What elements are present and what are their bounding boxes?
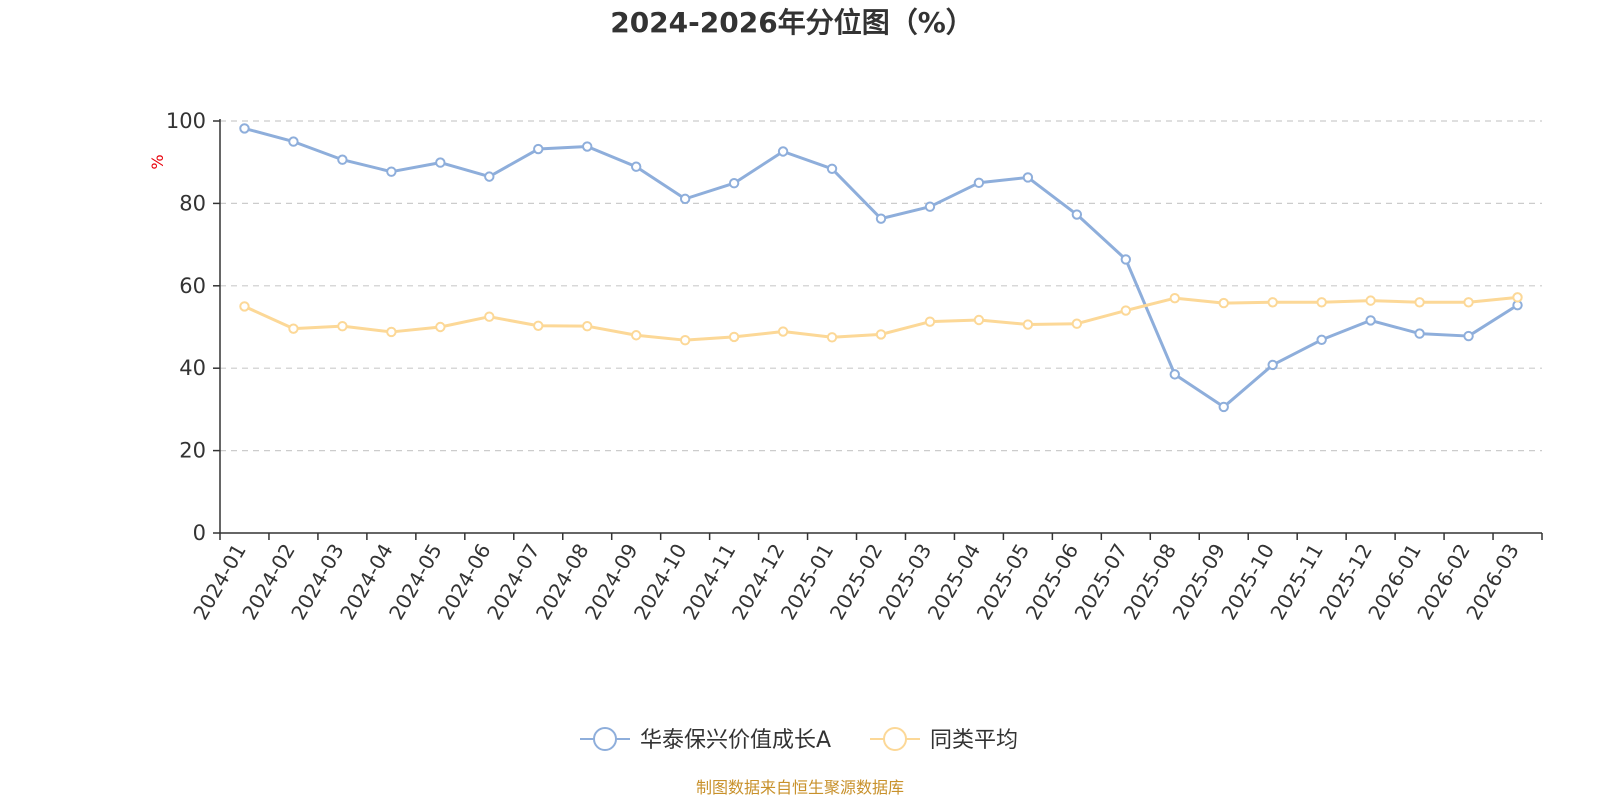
data-point[interactable]	[1071, 318, 1083, 329]
data-point[interactable]	[533, 143, 544, 155]
series-group	[239, 292, 1523, 346]
data-point[interactable]	[728, 331, 740, 343]
data-point[interactable]	[337, 320, 348, 332]
data-point[interactable]	[973, 177, 985, 189]
data-point[interactable]	[582, 320, 593, 332]
data-point[interactable]	[239, 301, 250, 312]
x-tick-labels: 2024-012024-022024-032024-042024-052024-…	[188, 540, 1524, 624]
data-point[interactable]	[777, 326, 789, 337]
data-point[interactable]	[630, 330, 642, 341]
y-tick-label: 20	[179, 439, 206, 463]
legend-item[interactable]: 华泰保兴价值成长A	[580, 727, 831, 753]
y-tick-label: 100	[166, 109, 206, 133]
legend[interactable]: 华泰保兴价值成长A 同类平均	[580, 727, 1018, 753]
chart-title: 2024-2026年分位图（%）	[610, 6, 974, 39]
data-point[interactable]	[1071, 209, 1083, 220]
data-point[interactable]	[1169, 292, 1180, 304]
grid-lines	[220, 120, 1542, 452]
series-group	[239, 123, 1523, 413]
data-point[interactable]	[679, 334, 691, 346]
data-point[interactable]	[386, 326, 397, 338]
y-tick-label: 40	[179, 356, 206, 380]
legend-swatch-marker	[593, 727, 617, 751]
data-point[interactable]	[1365, 295, 1376, 306]
series-line	[244, 126, 1519, 409]
data-point[interactable]	[1414, 297, 1425, 308]
y-tick-label: 60	[179, 274, 206, 298]
data-point[interactable]	[239, 123, 250, 134]
data-point[interactable]	[1218, 297, 1229, 309]
data-source-note: 制图数据来自恒生聚源数据库	[696, 778, 904, 797]
data-point[interactable]	[1120, 305, 1132, 316]
data-point[interactable]	[484, 171, 495, 182]
data-point[interactable]	[924, 201, 936, 212]
data-point[interactable]	[337, 154, 348, 165]
data-point[interactable]	[288, 323, 299, 334]
legend-item[interactable]: 同类平均	[870, 727, 1018, 753]
data-point[interactable]	[484, 311, 495, 322]
data-point[interactable]	[1120, 254, 1132, 265]
data-point[interactable]	[288, 136, 299, 147]
data-point[interactable]	[1316, 334, 1327, 345]
data-point[interactable]	[1022, 319, 1034, 330]
data-point[interactable]	[924, 316, 936, 327]
data-point[interactable]	[973, 314, 985, 326]
legend-label: 华泰保兴价值成长A	[640, 728, 831, 753]
data-point[interactable]	[1218, 401, 1229, 413]
data-point[interactable]	[1463, 330, 1474, 342]
data-point[interactable]	[826, 163, 838, 174]
data-point[interactable]	[875, 329, 887, 340]
data-point[interactable]	[1316, 297, 1327, 308]
data-point[interactable]	[630, 161, 642, 172]
data-point[interactable]	[777, 146, 789, 157]
data-point[interactable]	[1365, 315, 1376, 326]
data-point[interactable]	[533, 320, 544, 331]
data-point[interactable]	[679, 193, 691, 205]
legend-swatch-marker	[883, 727, 907, 751]
y-tick-label: 0	[193, 521, 206, 545]
data-point[interactable]	[1169, 369, 1180, 380]
y-tick-label: 80	[179, 191, 206, 215]
data-point[interactable]	[826, 332, 838, 343]
data-point[interactable]	[1414, 328, 1425, 339]
data-point[interactable]	[1267, 297, 1278, 308]
data-point[interactable]	[875, 213, 887, 224]
data-point[interactable]	[435, 157, 446, 168]
data-point[interactable]	[1022, 172, 1034, 183]
series-lines	[239, 123, 1523, 413]
data-point[interactable]	[1463, 297, 1474, 308]
axes	[213, 119, 1543, 540]
data-point[interactable]	[1512, 292, 1523, 303]
data-point[interactable]	[1267, 359, 1278, 371]
y-axis-unit: %	[148, 154, 167, 169]
data-point[interactable]	[386, 166, 397, 177]
legend-label: 同类平均	[930, 728, 1018, 753]
data-point[interactable]	[582, 141, 593, 152]
y-tick-labels: 0 20 40 60 80 100	[166, 109, 206, 545]
data-point[interactable]	[435, 321, 446, 333]
data-point[interactable]	[728, 178, 740, 189]
